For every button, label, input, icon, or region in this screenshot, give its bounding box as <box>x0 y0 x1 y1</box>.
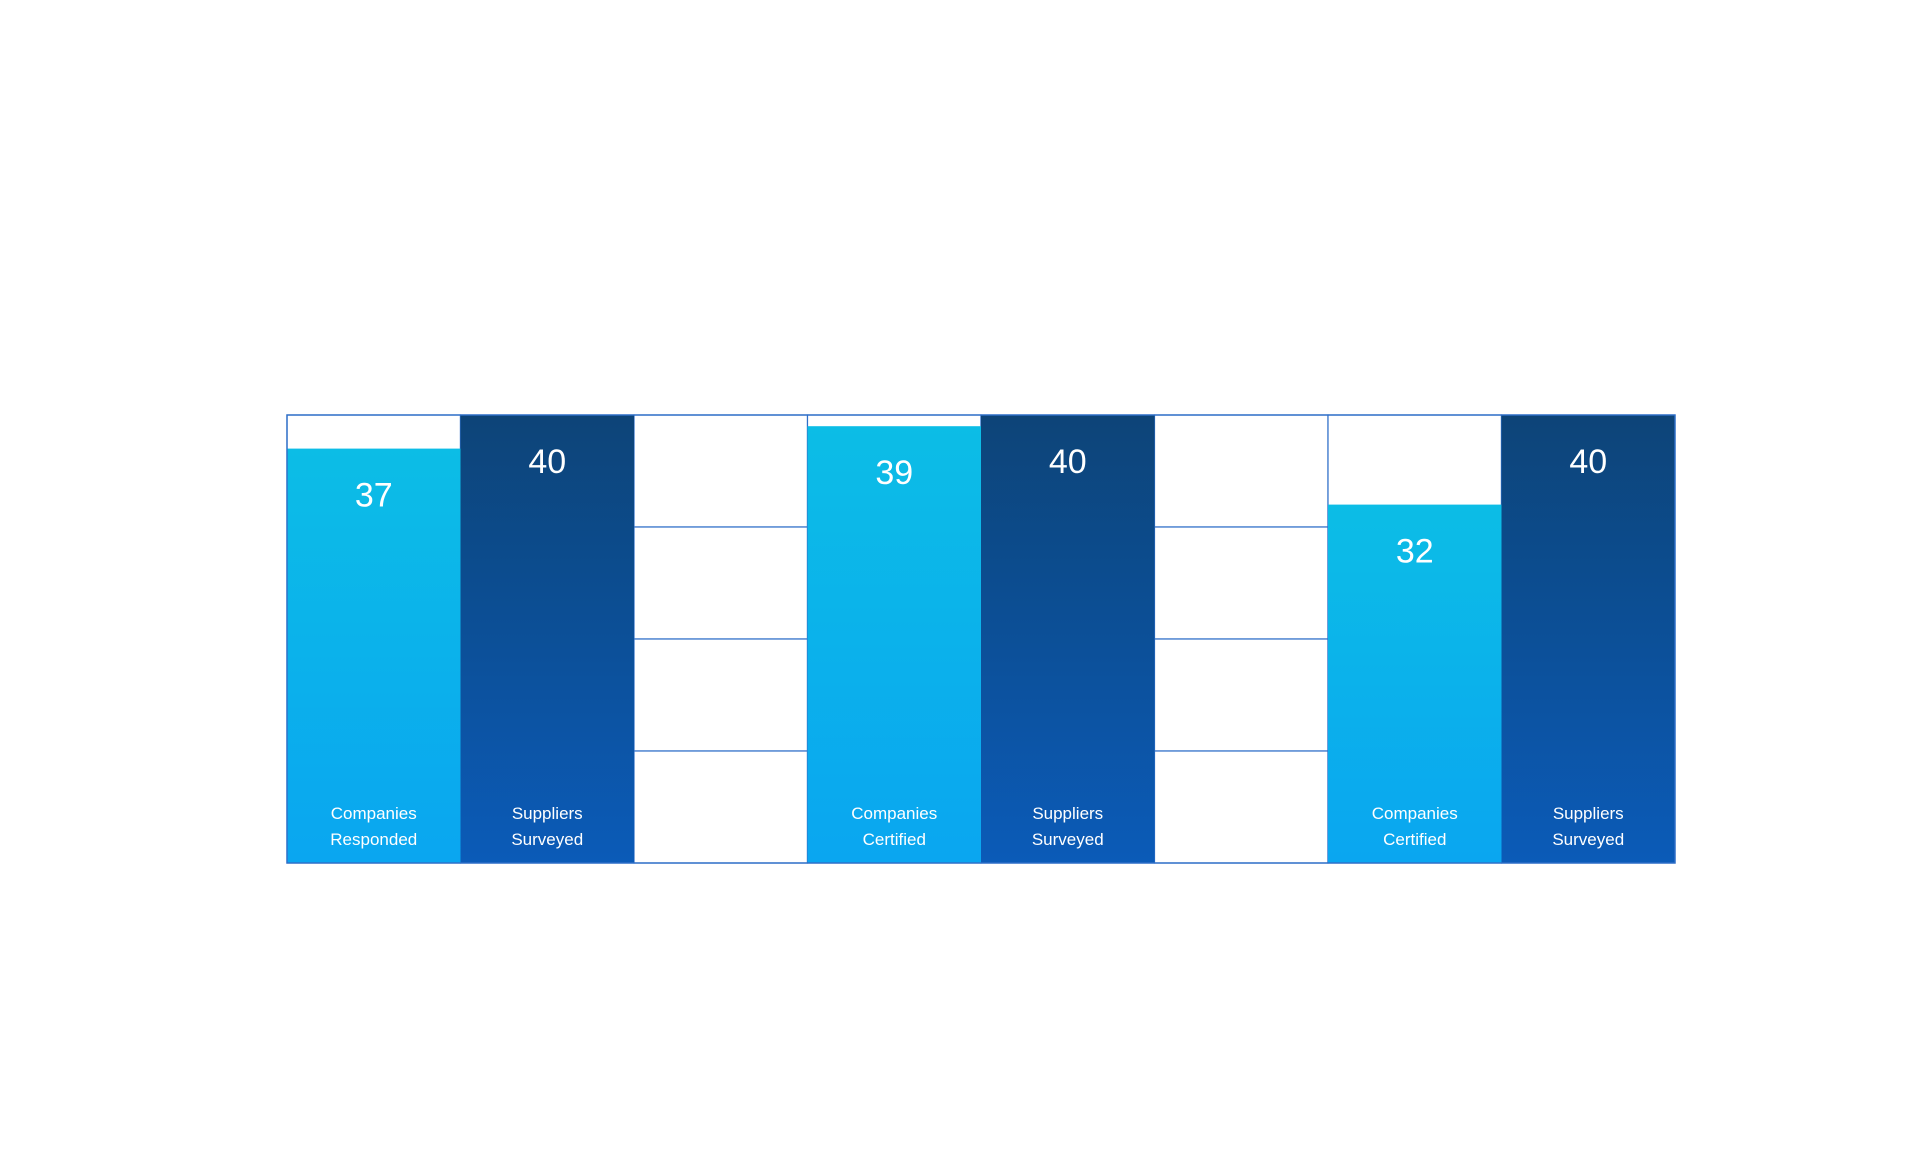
bar-dark <box>460 415 634 863</box>
grid-cell <box>633 750 809 864</box>
grid-cell <box>633 526 809 640</box>
bar-light <box>1328 504 1502 863</box>
bar-category-label: Certified <box>1383 830 1446 849</box>
bar-light <box>807 426 981 863</box>
bar-dark <box>1501 415 1675 863</box>
grid-cell <box>633 638 809 752</box>
grid-cell <box>1153 526 1329 640</box>
bar-light <box>287 448 461 863</box>
bar-value-label: 32 <box>1396 533 1434 571</box>
bar-dark <box>981 415 1155 863</box>
bar-category-label: Suppliers <box>512 804 583 823</box>
chart-outer-frame <box>286 414 1676 864</box>
bar-category-label: Suppliers <box>1553 804 1624 823</box>
bar-value-label: 37 <box>355 477 393 515</box>
bar-category-label: Companies <box>1372 804 1458 823</box>
bar-category-label: Surveyed <box>1552 830 1624 849</box>
bar-category-label: Surveyed <box>511 830 583 849</box>
bar-category-label: Responded <box>330 830 417 849</box>
bar-value-label: 40 <box>1569 443 1607 481</box>
grid-cell <box>1153 414 1329 528</box>
bar-category-label: Companies <box>851 804 937 823</box>
bar-category-label: Companies <box>331 804 417 823</box>
grid-cell <box>633 414 809 528</box>
bar-category-label: Certified <box>863 830 926 849</box>
bar-category-label: Surveyed <box>1032 830 1104 849</box>
bar-value-label: 40 <box>528 443 566 481</box>
bar-value-label: 39 <box>875 454 913 492</box>
grid-cell <box>1153 638 1329 752</box>
grid-cell <box>1153 750 1329 864</box>
bar-value-label: 40 <box>1049 443 1087 481</box>
bar-category-label: Suppliers <box>1032 804 1103 823</box>
